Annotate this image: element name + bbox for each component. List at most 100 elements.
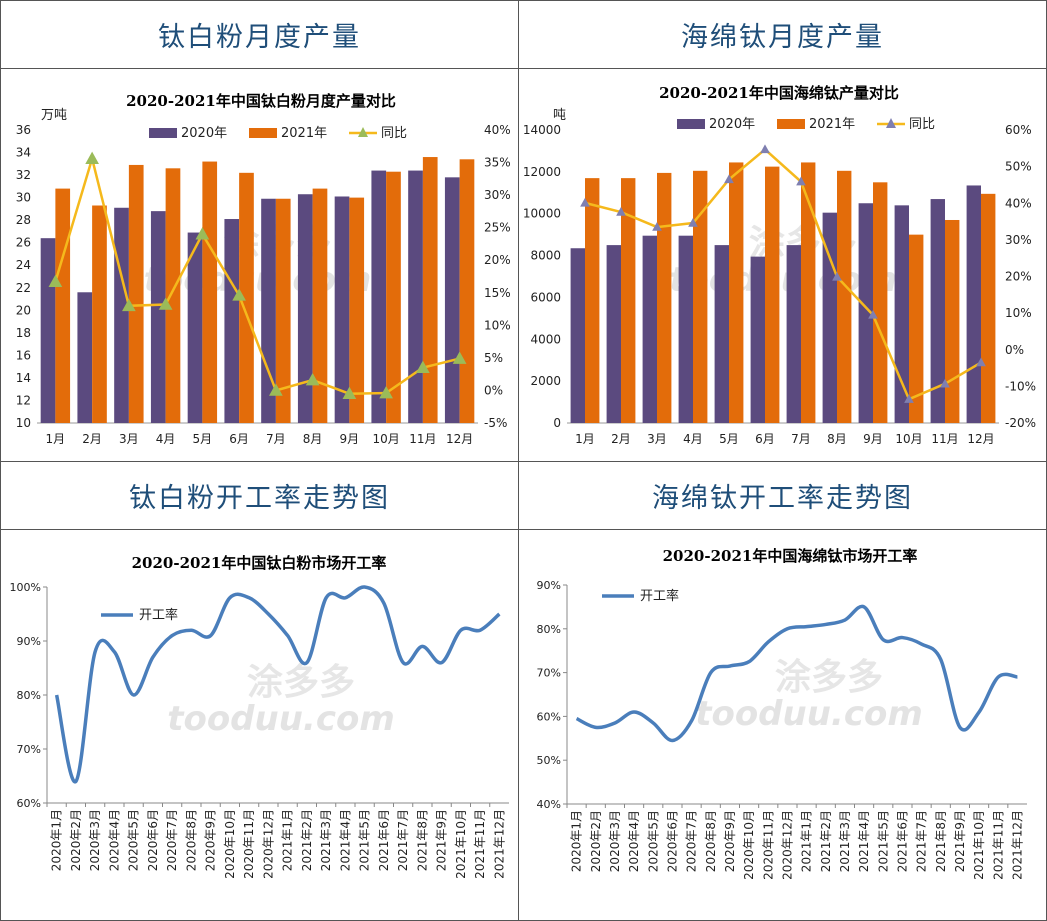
watermark-text: tooduu.com [695, 694, 923, 734]
y-tick-label: 90% [537, 579, 561, 592]
x-tick-label: 2020年7月 [165, 809, 179, 871]
x-tick-label: 2021年12月 [1010, 810, 1024, 880]
yoy-marker [122, 298, 136, 312]
bar-2021 [92, 205, 107, 423]
y-tick-label: 60% [537, 710, 561, 723]
panel-title-sponge-util: 海绵钛开工率走势图 [518, 461, 1047, 530]
x-tick-label: 2021年6月 [377, 809, 391, 871]
x-tick-label: 7月 [266, 432, 286, 446]
y-tick-label: 12 [16, 393, 31, 407]
x-tick-label: 10月 [895, 432, 922, 446]
yoy-marker [652, 222, 662, 231]
yoy-marker [48, 274, 63, 288]
x-tick-label: 2020年7月 [685, 810, 699, 872]
chart-panel-sponge-util: tooduu.com 涂多多 2020-2021年中国海绵钛市场开工率 40% 50% 6… [518, 529, 1047, 921]
bar-2021 [459, 159, 475, 424]
yoy-marker [195, 227, 210, 240]
x-tick-label: 2021年8月 [415, 809, 429, 871]
watermark-text: tooduu.com [167, 699, 395, 739]
x-tick-label: 11月 [409, 432, 436, 446]
chart-title: 2020-2021年中国海绵钛产量对比 [659, 84, 899, 102]
y2-tick-label: 0% [1005, 343, 1024, 357]
y-axis-unit: 万吨 [41, 108, 67, 123]
x-tick-label: 2021年3月 [838, 810, 852, 872]
x-tick-label: 2021年2月 [819, 810, 833, 872]
bar-2021 [128, 164, 144, 423]
x-tick-label: 2020年9月 [204, 809, 218, 871]
x-tick-label: 5月 [719, 432, 739, 446]
x-tick-label: 3月 [119, 432, 139, 446]
bar-2021 [349, 197, 365, 423]
x-tick-label: 2020年11月 [761, 810, 775, 880]
bar-2021 [981, 193, 996, 423]
x-tick-label: 10月 [372, 432, 399, 446]
yoy-marker [452, 351, 467, 364]
legend-swatch-2021 [249, 128, 277, 138]
x-tick-label: 2021年1月 [281, 809, 295, 871]
legend-swatch-2020 [149, 128, 177, 138]
bar-2021 [873, 182, 888, 423]
y-tick-label: 60% [17, 797, 41, 810]
chart-panel-sponge-output: tooduu.com涂多多2020-2021年中国海绵钛产量对比吨0200040… [518, 68, 1047, 462]
x-tick-label: 2020年3月 [608, 810, 622, 872]
utilization-line [54, 585, 501, 784]
y-tick-label: 18 [16, 326, 31, 340]
yoy-marker [688, 217, 698, 227]
bar-2021 [202, 161, 218, 424]
y-tick-label: 10000 [523, 207, 561, 221]
y-tick-label: 32 [16, 168, 31, 182]
bar-2020 [150, 211, 166, 423]
x-tick-label: 2020年11月 [242, 809, 256, 879]
y-tick-label: 14 [16, 371, 31, 385]
y2-tick-label: 40% [1005, 196, 1032, 210]
x-tick-label: 2021年7月 [396, 809, 410, 871]
x-tick-label: 3月 [647, 432, 667, 446]
x-tick-label: 2020年5月 [646, 810, 660, 872]
x-tick-label: 2021年3月 [319, 809, 333, 871]
x-tick-label: 2020年2月 [69, 809, 83, 871]
yoy-marker [868, 309, 878, 319]
watermark-text: tooduu.com [144, 260, 372, 300]
bar-2021 [657, 172, 672, 423]
bar-2020 [642, 235, 657, 423]
x-tick-label: 2021年4月 [857, 810, 871, 872]
x-tick-label: 2021年11月 [473, 809, 487, 879]
x-tick-label: 2020年12月 [780, 810, 794, 880]
yoy-marker [616, 207, 626, 216]
x-tick-label: 9月 [340, 432, 360, 446]
yoy-marker [940, 378, 950, 388]
bar-2021 [312, 188, 328, 423]
y-tick-label: 70% [537, 667, 561, 680]
yoy-marker [796, 176, 806, 186]
x-tick-label: 1月 [46, 432, 66, 446]
panel-title-tio2-util: 钛白粉开工率走势图 [0, 461, 519, 530]
y-tick-label: 20 [16, 303, 31, 317]
y2-tick-label: 30% [484, 188, 511, 202]
chart-title: 2020-2021年中国海绵钛市场开工率 [663, 547, 918, 565]
y-tick-label: 70% [17, 743, 41, 756]
y2-tick-label: 30% [1005, 233, 1032, 247]
y-tick-label: 100% [10, 581, 41, 594]
yoy-marker [832, 271, 842, 281]
bar-2020 [570, 248, 585, 423]
x-tick-label: 6月 [229, 432, 249, 446]
y-tick-label: 4000 [530, 332, 561, 346]
x-tick-label: 2月 [611, 432, 631, 446]
y2-tick-label: 40% [484, 123, 511, 137]
x-tick-label: 2020年10月 [742, 810, 756, 880]
chart-title: 2020-2021年中国钛白粉市场开工率 [132, 554, 387, 572]
y2-tick-label: 20% [1005, 270, 1032, 284]
x-tick-label: 4月 [156, 432, 176, 446]
legend-swatch-2020 [677, 119, 705, 129]
y-tick-label: 80% [537, 623, 561, 636]
x-tick-label: 6月 [755, 432, 775, 446]
y-tick-label: 80% [17, 689, 41, 702]
x-tick-label: 2020年6月 [146, 809, 160, 871]
x-tick-label: 2021年5月 [358, 809, 372, 871]
legend-label-2020: 2020年 [709, 117, 755, 132]
y2-tick-label: 5% [484, 351, 503, 365]
legend-label: 开工率 [640, 588, 679, 604]
bar-2021 [801, 162, 816, 424]
x-tick-label: 7月 [791, 432, 811, 446]
bar-2021 [165, 168, 181, 423]
